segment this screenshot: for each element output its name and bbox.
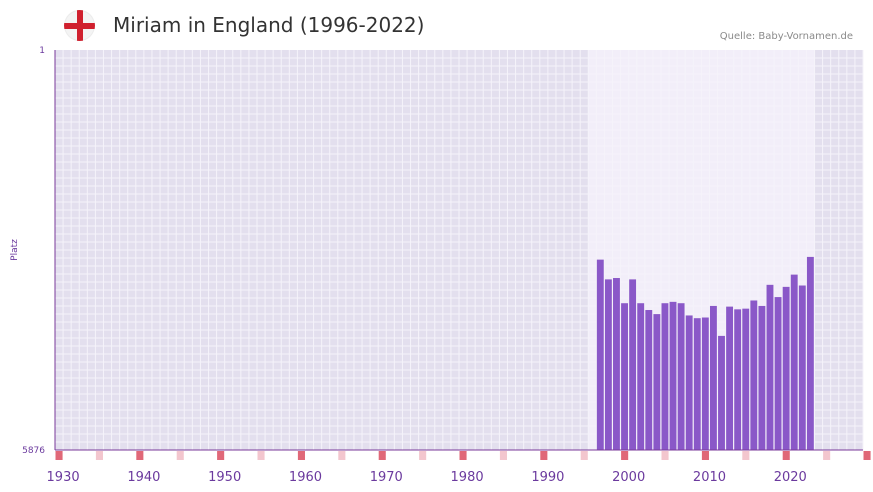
timeline-markers — [55, 451, 871, 460]
marker-1929 — [55, 451, 63, 460]
x-tick-label-1990: 1990 — [531, 470, 564, 485]
x-tick-label-1980: 1980 — [451, 470, 484, 485]
bar-2014 — [742, 308, 750, 450]
y-tick-label-5876: 5876 — [22, 446, 45, 456]
bar-2005 — [669, 301, 677, 450]
marker-1959 — [297, 451, 305, 460]
marker-2014 — [742, 451, 750, 460]
y-axis-label: Platz — [10, 239, 20, 261]
bar-2012 — [726, 306, 734, 450]
marker-1989 — [540, 451, 548, 460]
marker-2004 — [661, 451, 669, 460]
bar-2010 — [709, 305, 717, 450]
x-tick-label-2010: 2010 — [693, 470, 726, 485]
marker-1979 — [459, 451, 467, 460]
bar-1999 — [621, 303, 628, 450]
marker-1934 — [95, 451, 103, 460]
marker-2029 — [863, 451, 871, 460]
bar-2003 — [653, 314, 661, 450]
marker-1949 — [217, 451, 225, 460]
bar-1997 — [604, 279, 612, 450]
bar-2000 — [629, 279, 637, 450]
bar-2002 — [645, 310, 653, 450]
england-flag-icon — [64, 10, 95, 41]
marker-2019 — [782, 451, 790, 460]
grid-lines — [54, 50, 864, 450]
bar-2007 — [685, 315, 693, 450]
bar-2013 — [734, 309, 742, 450]
marker-1939 — [136, 451, 144, 460]
marker-1999 — [621, 451, 629, 460]
x-tick-label-1950: 1950 — [208, 470, 241, 485]
marker-1954 — [257, 451, 265, 460]
marker-1944 — [176, 451, 184, 460]
bar-2011 — [718, 335, 725, 450]
bar-2019 — [782, 286, 790, 450]
bar-series — [596, 256, 814, 450]
bar-2018 — [774, 297, 782, 450]
y-tick-label-1: 1 — [39, 46, 45, 56]
bar-2004 — [661, 303, 669, 450]
marker-1969 — [378, 451, 386, 460]
x-tick-label-1960: 1960 — [289, 470, 322, 485]
bar-2008 — [693, 318, 701, 450]
chart-title: Miriam in England (1996-2022) — [113, 13, 425, 37]
x-tick-label-1930: 1930 — [47, 470, 80, 485]
bar-2016 — [758, 305, 766, 450]
bar-2001 — [637, 303, 645, 450]
bar-1998 — [613, 278, 620, 450]
flag-cross-vertical — [76, 10, 83, 41]
bar-2009 — [701, 317, 709, 450]
bar-2020 — [790, 274, 798, 450]
x-tick-label-2000: 2000 — [612, 470, 645, 485]
bar-1996 — [596, 259, 604, 450]
bar-2022 — [806, 256, 814, 450]
axes — [54, 50, 863, 451]
marker-2024 — [823, 451, 831, 460]
marker-1994 — [580, 451, 588, 460]
bar-2015 — [750, 300, 758, 450]
x-tick-label-1970: 1970 — [370, 470, 403, 485]
marker-1964 — [338, 451, 346, 460]
marker-2009 — [701, 451, 709, 460]
bar-2017 — [766, 284, 774, 450]
x-tick-label-1940: 1940 — [127, 470, 160, 485]
tick-labels: 1930 1940 1950 1960 1970 1980 1990 2000 2010 2020… — [10, 46, 807, 485]
x-tick-label-2020: 2020 — [774, 470, 807, 485]
marker-1974 — [419, 451, 427, 460]
marker-1984 — [499, 451, 507, 460]
bar-2006 — [677, 303, 685, 450]
source-credit: Quelle: Baby-Vornamen.de — [719, 31, 853, 42]
bar-2021 — [798, 285, 806, 450]
